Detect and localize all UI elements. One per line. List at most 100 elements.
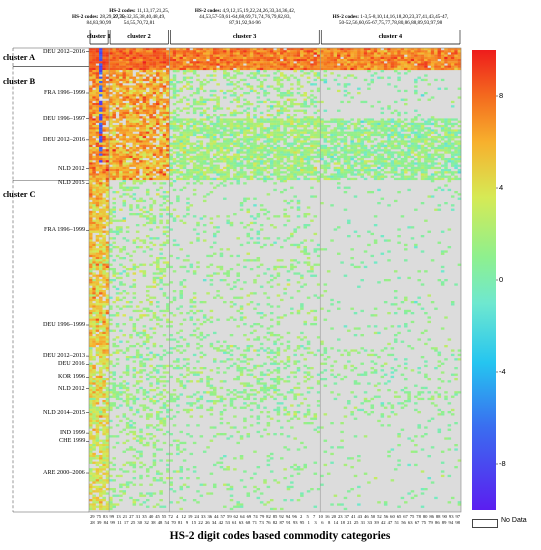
heatmap-cell: [367, 140, 371, 143]
heatmap-cell: [340, 153, 344, 156]
heatmap-cell: [89, 118, 93, 121]
heatmap-cell: [89, 246, 93, 249]
heatmap-cell: [189, 169, 194, 172]
heatmap-cell: [132, 52, 137, 55]
heatmap-cell: [92, 175, 96, 178]
heatmap-cell: [273, 182, 277, 185]
heatmap-cell: [162, 202, 167, 205]
heatmap-cell: [102, 72, 106, 75]
heatmap-cell: [149, 74, 153, 77]
heatmap-cell: [159, 164, 163, 167]
heatmap-cell: [199, 114, 204, 117]
heatmap-cell: [95, 136, 100, 139]
heatmap-cell: [166, 81, 170, 84]
heatmap-cell: [186, 175, 190, 178]
heatmap-cell: [353, 164, 358, 167]
heatmap-cell: [249, 164, 254, 167]
heatmap-cell: [300, 162, 304, 165]
heatmap-cell: [296, 162, 301, 165]
heatmap-cell: [226, 89, 230, 93]
heatmap-cell: [310, 195, 314, 198]
heatmap-cell: [243, 151, 247, 154]
heatmap-cell: [383, 239, 388, 242]
heatmap-cell: [259, 144, 264, 148]
heatmap-cell: [316, 74, 321, 77]
heatmap-cell: [145, 125, 150, 128]
heatmap-cell: [149, 96, 153, 99]
heatmap-cell: [259, 133, 264, 137]
heatmap-cell: [99, 243, 103, 247]
heatmap-cell: [320, 50, 324, 53]
heatmap-cell: [357, 61, 361, 64]
heatmap-cell: [330, 131, 334, 134]
heatmap-cell: [440, 250, 445, 253]
heatmap-cell: [326, 125, 331, 128]
heatmap-cell: [162, 173, 167, 176]
heatmap-cell: [135, 98, 140, 101]
heatmap-cell: [263, 133, 267, 137]
heatmap-cell: [239, 120, 244, 123]
heatmap-cell: [162, 144, 167, 148]
heatmap-cell: [109, 250, 113, 253]
heatmap-cell: [166, 173, 170, 176]
heatmap-cell: [166, 118, 170, 121]
heatmap-cell: [149, 65, 153, 68]
heatmap-cell: [246, 166, 251, 170]
heatmap-cell: [333, 78, 338, 82]
heatmap-cell: [139, 70, 143, 73]
heatmap-cell: [457, 67, 462, 71]
heatmap-cell: [259, 85, 264, 88]
heatmap-cell: [313, 100, 318, 104]
heatmap-cell: [273, 125, 277, 128]
heatmap-cell: [447, 151, 452, 154]
heatmap-cell: [109, 96, 113, 99]
heatmap-cell: [125, 76, 130, 79]
heatmap-cell: [387, 162, 391, 165]
heatmap-cell: [216, 67, 220, 71]
heatmap-cell: [162, 133, 167, 137]
heatmap-cell: [223, 160, 227, 163]
heatmap-cell: [350, 96, 354, 99]
heatmap-cell: [316, 248, 321, 251]
heatmap-cell: [229, 59, 234, 62]
heatmap-cell: [290, 153, 294, 156]
heatmap-cell: [233, 131, 237, 134]
heatmap-cell: [233, 164, 237, 167]
heatmap-cell: [166, 54, 170, 57]
heatmap-cell: [377, 133, 381, 137]
heatmap-cell: [95, 103, 100, 106]
heatmap-cell: [142, 96, 147, 99]
heatmap-cell: [89, 48, 93, 51]
heatmap-cell: [145, 105, 150, 108]
heatmap-cell: [189, 173, 194, 176]
heatmap-cell: [139, 50, 143, 53]
heatmap-cell: [145, 96, 150, 99]
heatmap-cell: [189, 204, 194, 207]
heatmap-cell: [256, 72, 261, 75]
heatmap-cell: [89, 78, 93, 82]
heatmap-cell: [119, 85, 123, 88]
heatmap-cell: [112, 173, 116, 176]
heatmap-cell: [122, 56, 127, 60]
heatmap-cell: [440, 65, 445, 68]
heatmap-cell: [196, 100, 200, 104]
heatmap-cell: [129, 48, 133, 51]
heatmap-cell: [89, 184, 93, 187]
heatmap-cell: [266, 153, 271, 156]
heatmap-cell: [105, 160, 110, 163]
heatmap-cell: [99, 224, 103, 227]
heatmap-cell: [233, 169, 237, 172]
heatmap-cell: [142, 89, 147, 93]
heatmap-cell: [420, 127, 425, 130]
heatmap-cell: [360, 158, 364, 161]
heatmap-cell: [263, 213, 267, 216]
heatmap-cell: [407, 188, 411, 192]
heatmap-cell: [430, 54, 435, 57]
heatmap-cell: [357, 153, 361, 156]
heatmap-cell: [112, 116, 116, 119]
heatmap-cell: [316, 155, 321, 159]
heatmap-cell: [323, 129, 328, 132]
heatmap-cell: [293, 127, 297, 130]
heatmap-cell: [280, 83, 284, 86]
heatmap-cell: [290, 125, 294, 128]
